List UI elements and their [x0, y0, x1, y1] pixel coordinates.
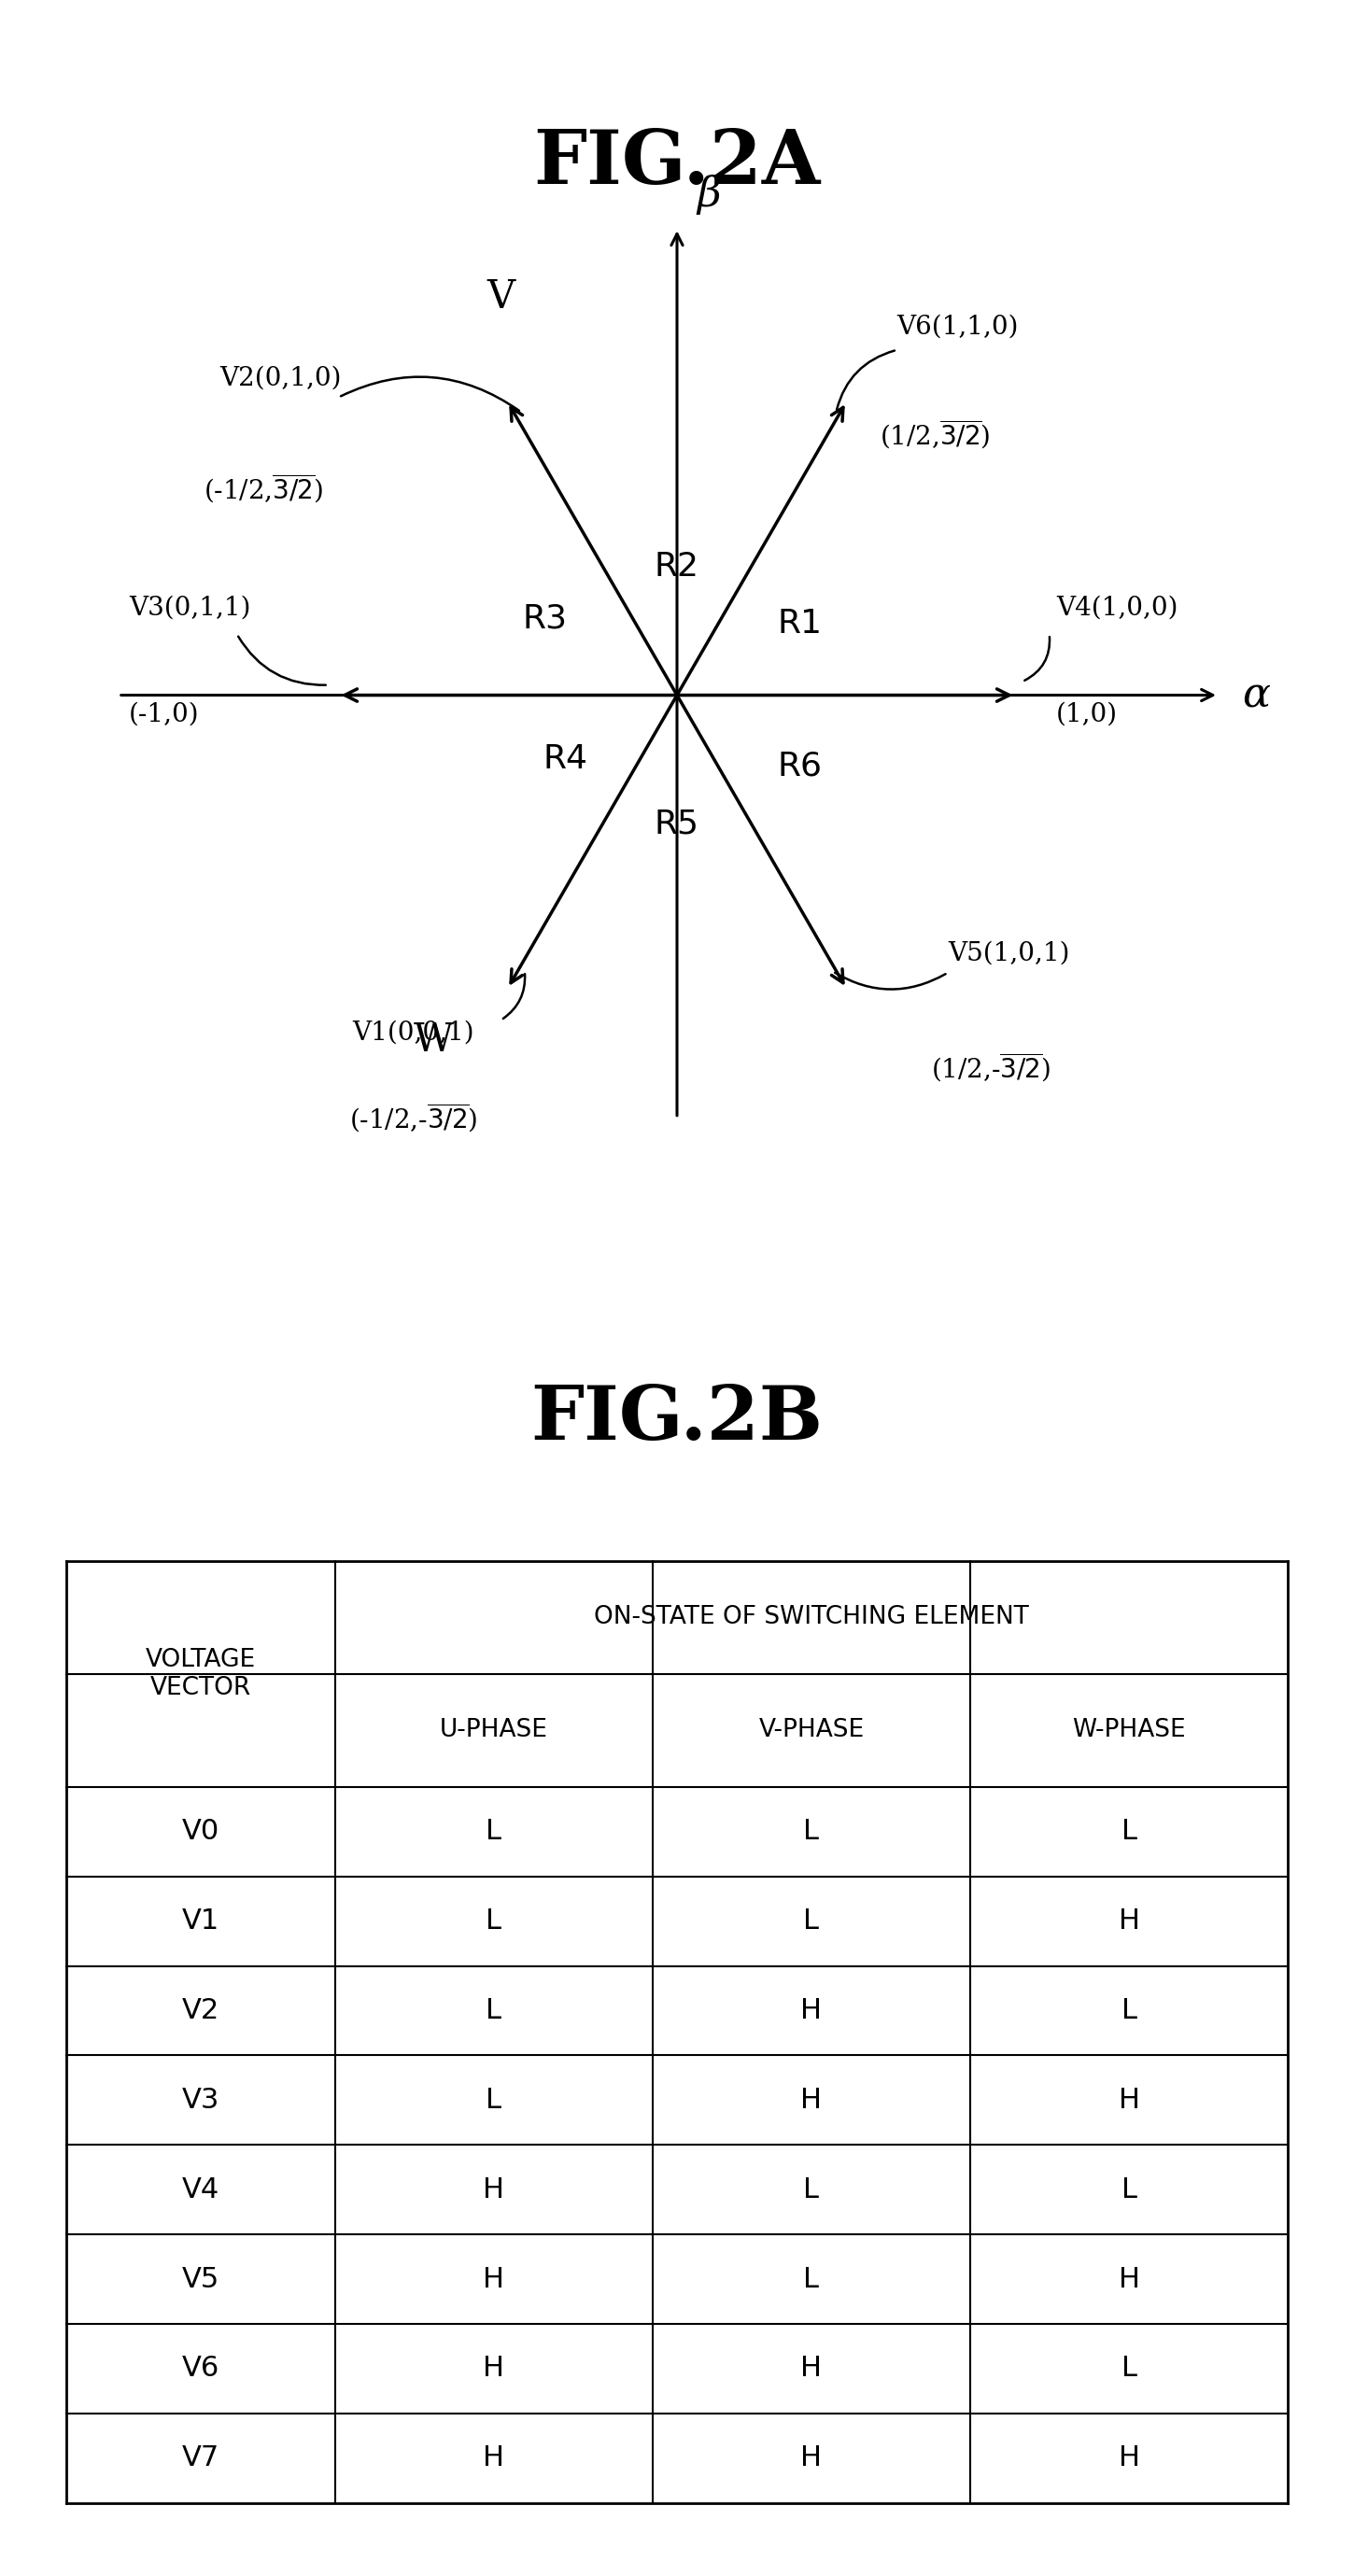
Text: H: H	[483, 2354, 505, 2383]
Text: L: L	[1121, 1819, 1137, 1844]
Text: α: α	[1243, 675, 1270, 716]
Text: L: L	[803, 2177, 819, 2202]
Text: L: L	[803, 2264, 819, 2293]
Text: (-1/2,$\overline{3/2}$): (-1/2,$\overline{3/2}$)	[203, 471, 322, 505]
Text: VOLTAGE
VECTOR: VOLTAGE VECTOR	[145, 1649, 256, 1700]
Text: R1: R1	[777, 608, 822, 639]
Text: W: W	[413, 1020, 454, 1059]
Text: H: H	[800, 2445, 822, 2470]
Text: V1(0,0,1): V1(0,0,1)	[352, 1020, 474, 1046]
Text: FIG.2A: FIG.2A	[533, 126, 821, 198]
Text: ON-STATE OF SWITCHING ELEMENT: ON-STATE OF SWITCHING ELEMENT	[594, 1605, 1029, 1631]
Text: R5: R5	[654, 809, 700, 840]
Text: (-1/2,-$\overline{3/2}$): (-1/2,-$\overline{3/2}$)	[349, 1103, 477, 1133]
Text: V5: V5	[181, 2264, 219, 2293]
Text: β: β	[697, 175, 722, 214]
Text: L: L	[803, 1819, 819, 1844]
Text: L: L	[486, 1819, 502, 1844]
Text: (1/2,-$\overline{3/2}$): (1/2,-$\overline{3/2}$)	[932, 1051, 1051, 1084]
Text: H: H	[800, 1996, 822, 2025]
Text: R3: R3	[523, 603, 567, 634]
Text: V: V	[487, 276, 515, 317]
Text: R6: R6	[777, 750, 822, 783]
Text: V7: V7	[181, 2445, 219, 2470]
Text: V-PHASE: V-PHASE	[758, 1718, 864, 1741]
Text: H: H	[1118, 2264, 1140, 2293]
Text: V6: V6	[181, 2354, 219, 2383]
Text: FIG.2B: FIG.2B	[531, 1383, 823, 1455]
Text: V2: V2	[181, 1996, 219, 2025]
Text: (1/2,$\overline{3/2}$): (1/2,$\overline{3/2}$)	[880, 417, 991, 451]
Text: V6(1,1,0): V6(1,1,0)	[896, 314, 1018, 340]
Text: H: H	[1118, 2087, 1140, 2115]
Text: V3: V3	[181, 2087, 219, 2115]
Text: V5(1,0,1): V5(1,0,1)	[948, 940, 1070, 966]
Text: H: H	[800, 2087, 822, 2115]
Text: L: L	[486, 1909, 502, 1935]
Text: H: H	[483, 2264, 505, 2293]
Text: V3(0,1,1): V3(0,1,1)	[129, 595, 250, 621]
Text: H: H	[1118, 2445, 1140, 2470]
Text: L: L	[1121, 2354, 1137, 2383]
Text: (-1,0): (-1,0)	[129, 701, 199, 726]
Text: L: L	[486, 1996, 502, 2025]
Text: V4: V4	[181, 2177, 219, 2202]
Text: H: H	[483, 2445, 505, 2470]
Text: V2(0,1,0): V2(0,1,0)	[219, 366, 341, 392]
Text: U-PHASE: U-PHASE	[440, 1718, 548, 1741]
Text: L: L	[803, 1909, 819, 1935]
Text: W-PHASE: W-PHASE	[1072, 1718, 1186, 1741]
Text: H: H	[800, 2354, 822, 2383]
Text: V0: V0	[181, 1819, 219, 1844]
Text: H: H	[483, 2177, 505, 2202]
Text: (1,0): (1,0)	[1056, 701, 1118, 726]
Text: V1: V1	[181, 1909, 219, 1935]
Text: L: L	[486, 2087, 502, 2115]
Text: R4: R4	[543, 744, 588, 775]
Text: H: H	[1118, 1909, 1140, 1935]
Text: L: L	[1121, 1996, 1137, 2025]
Text: R2: R2	[654, 551, 700, 582]
Text: V4(1,0,0): V4(1,0,0)	[1056, 595, 1178, 621]
Text: L: L	[1121, 2177, 1137, 2202]
